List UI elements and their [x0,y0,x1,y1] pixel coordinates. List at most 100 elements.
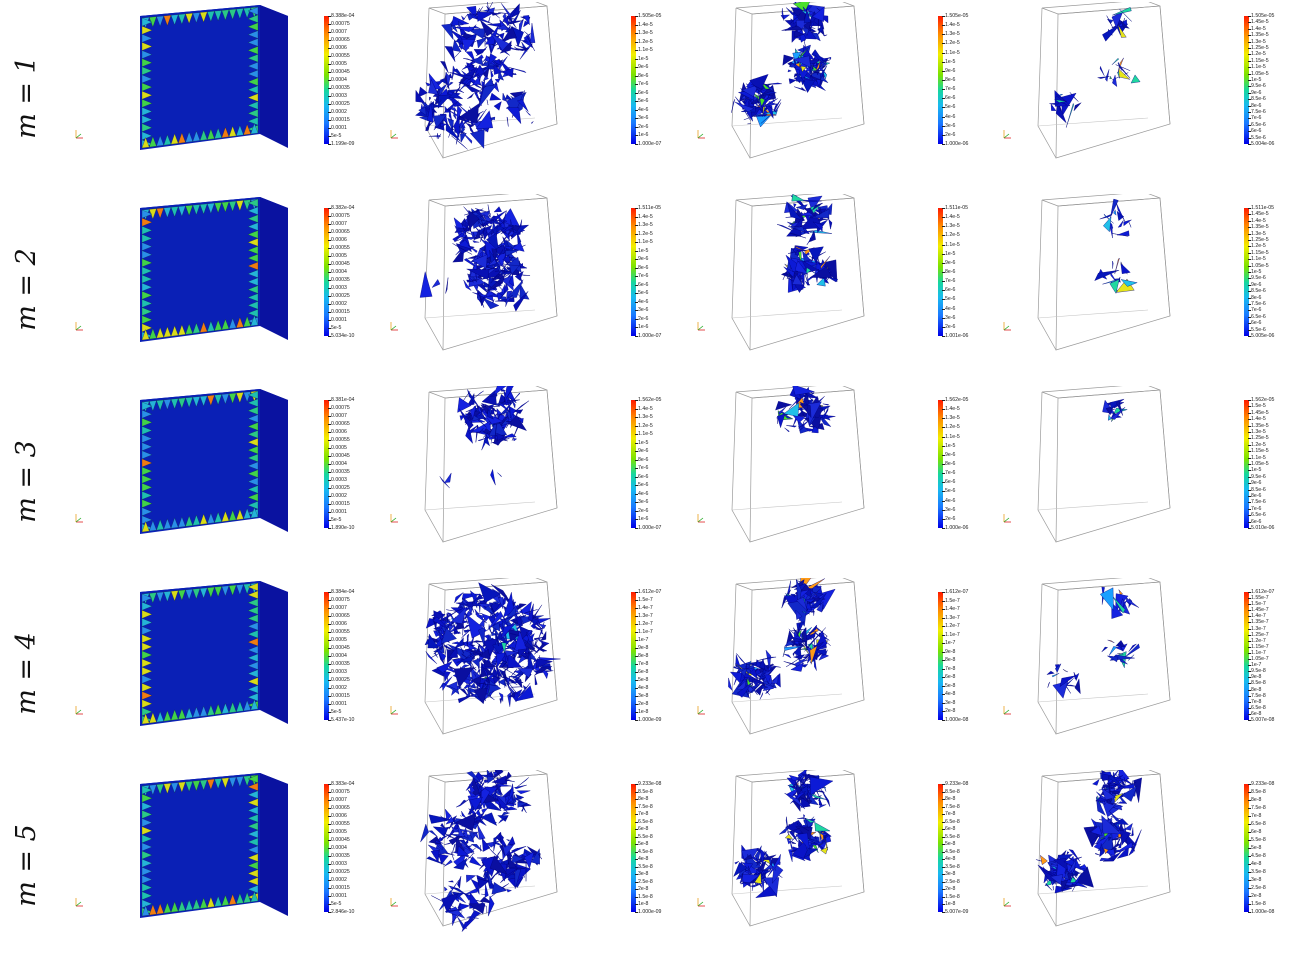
row-label-text: m = 1 [11,56,42,139]
colorbar-tick-label: 3e-6 [638,499,648,505]
colorbar-tick-label: 1.5e-8 [638,894,653,900]
colorbar-tick-label: 1.2e-5 [945,424,960,430]
bounding-box-edge [732,886,842,894]
row-label-text: m = 5 [11,824,42,907]
colorbar-tick-label: 1.3e-7 [945,615,960,621]
row-label-text: m = 2 [11,248,42,331]
mesh-element [1118,220,1123,227]
orientation-axes-icon [387,126,403,140]
colorbar-tick-label: 8e-6 [1251,103,1261,109]
mesh-element [795,397,797,401]
mesh-element [462,39,476,52]
orientation-axes-icon [72,510,88,524]
colorbar-tick-label: 3e-6 [945,123,955,129]
colorbar-tick-label: 0.00035 [331,469,350,475]
colorbar-tick-label: 0.0005 [331,445,347,451]
colorbar-tick-label: 6e-6 [945,287,955,293]
mesh-render [70,2,300,182]
colorbar-tick-label: 1.4e-5 [1251,416,1266,422]
colorbar-tick-label: 1.3e-5 [1251,429,1266,435]
mesh-element [791,841,796,844]
orientation-axes-icon [694,126,710,140]
bounding-box-edge [854,390,864,508]
colorbar-tick-label: 8e-6 [638,265,648,271]
colorbar-tick-label: 0.00045 [331,261,350,267]
colorbar-tick-label: 0.00075 [331,21,350,27]
mesh-element [1048,682,1050,688]
colorbar-tick-label: 4e-8 [945,856,955,862]
mesh-element [1110,76,1112,79]
colorbar-tick-label: 2e-8 [638,886,648,892]
colorbar-tick-label: 2e-6 [945,324,955,330]
colorbar-tick-label: 0.00015 [331,309,350,315]
colorbar-tick-label: 1.000e-08 [945,717,968,723]
colorbar-tick-label: 1.35e-5 [1251,423,1269,429]
mesh-element [488,896,494,916]
colorbar-tick-label: 4.5e-8 [1251,853,1266,859]
colorbar-tick-label: 7.5e-8 [1251,693,1266,699]
bounding-box-edge [854,198,864,316]
mesh-element [482,808,488,813]
colorbar-tick-label: 5.034e-10 [331,333,354,339]
colorbar-tick-label: 0.0006 [331,429,347,435]
mesh-element [1102,647,1108,652]
colorbar-tick-label: 1.2e-5 [638,39,653,45]
colorbar-tick-label: 0.00055 [331,53,350,59]
mesh-render [70,578,300,758]
colorbar-tick-label: 7.5e-6 [1251,301,1266,307]
colorbar-tick-label: 1.4e-7 [638,605,653,611]
colorbar-tick-label: 0.0007 [331,221,347,227]
colorbar-tick-label: 1.2e-5 [638,423,653,429]
colorbar-tick-label: 4.5e-8 [638,849,653,855]
bounding-box-edge [1160,390,1170,508]
colorbar-tick-label: 0.00025 [331,293,350,299]
colorbar-tick-label: 4e-6 [638,299,648,305]
colorbar-tick-label: 1.2e-7 [1251,638,1266,644]
colorbar-tick-label: 1.3e-7 [638,613,653,619]
mesh-element [784,661,797,665]
bounding-box-edge [732,8,750,158]
mesh-element [477,12,494,22]
bounding-box-edge [1038,776,1056,926]
colorbar-tick-label: 6.5e-6 [1251,512,1266,518]
cube-side-face [260,773,288,916]
orientation-axes-icon [1000,510,1016,524]
colorbar-tick-label: 1e-5 [1251,77,1261,83]
colorbar-tick-label: 1.1e-5 [945,434,960,440]
mesh-render [692,578,922,758]
colorbar-tick-label: 3.5e-8 [638,864,653,870]
colorbar-tick-label: 3.5e-8 [1251,869,1266,875]
mesh-element [1103,217,1111,232]
mesh-element [473,241,479,243]
mesh-element [1107,656,1118,662]
colorbar-tick-label: 0.00065 [331,613,350,619]
colorbar-tick-label: 9.5e-6 [1251,474,1266,480]
colorbar-tick-label: 1.05e-5 [1251,461,1269,467]
colorbar-tick-label: 0.00055 [331,437,350,443]
mesh-element [785,428,790,432]
colorbar-tick-label: 0.0001 [331,125,347,131]
colorbar-tick-label: 0.00035 [331,853,350,859]
colorbar-tick-label: 0.0003 [331,93,347,99]
colorbar-tick-label: 1.05e-5 [1251,263,1269,269]
colorbar-tick-label: 1e-6 [638,324,648,330]
mesh-element [1112,58,1119,64]
colorbar-tick-label: 0.0003 [331,861,347,867]
colorbar-tick-label: 1.505e-05 [638,13,661,19]
colorbar-tick-label: 7e-6 [1251,307,1261,313]
mesh-element [478,627,484,646]
colorbar-tick-label: 9e-6 [1251,90,1261,96]
colorbar-tick-label: 1.1e-5 [638,47,653,53]
cube-front-face [140,389,260,534]
colorbar-tick-label: 9.5e-8 [1251,668,1266,674]
mesh-render [998,2,1228,182]
colorbar-tick-label: 6.5e-6 [1251,314,1266,320]
